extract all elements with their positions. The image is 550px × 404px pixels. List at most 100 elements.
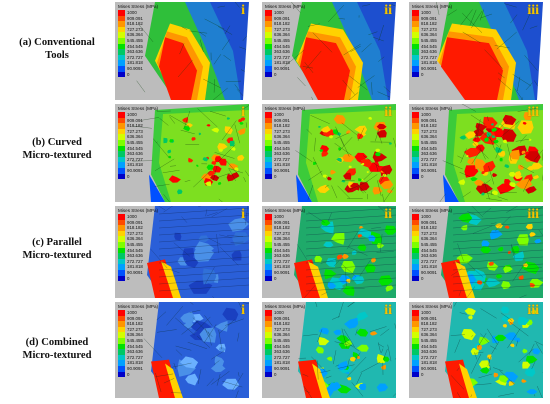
legend-value: 818.182: [421, 123, 437, 129]
legend-entry: 454.545: [118, 145, 168, 152]
legend-value: 272.727: [127, 354, 143, 360]
legend-value: 0: [421, 275, 424, 281]
legend-entry: 90.9091: [412, 269, 462, 276]
legend-swatch: [265, 264, 272, 270]
stress-panel-a-i: Mises Stress (MPa) 1000 909.091 818.182 727.…: [115, 2, 249, 100]
legend-swatch: [412, 337, 419, 344]
legend-entry: 545.455: [118, 241, 168, 248]
legend-entry: 909.091: [118, 315, 168, 322]
legend-swatch: [118, 123, 125, 129]
legend-entry: 1000: [118, 214, 168, 220]
stress-panel-b-ii: Mises Stress (MPa) 1000 909.091 818.182 727.…: [262, 104, 396, 202]
legend-value: 1000: [274, 214, 284, 219]
legend-entry: 1000: [265, 214, 315, 220]
legend-entry: 636.364: [412, 236, 462, 242]
legend-swatch: [412, 156, 419, 163]
legend-value: 727.273: [421, 128, 437, 134]
legend-entry: 454.545: [118, 247, 168, 254]
legend-swatch: [118, 49, 125, 55]
legend-entry: 1000: [118, 10, 168, 16]
legend-entry: 636.364: [265, 236, 315, 242]
legend-value: 909.091: [127, 15, 143, 21]
legend-value: 454.545: [421, 343, 437, 349]
legend-entry: 818.182: [265, 225, 315, 231]
legend-swatch: [118, 258, 125, 265]
legend-swatch: [118, 219, 125, 226]
legend-value: 181.818: [421, 264, 437, 270]
legend-swatch: [118, 112, 125, 118]
legend-swatch: [412, 15, 419, 22]
legend-entry: 545.455: [265, 139, 315, 146]
legend-entry: 272.727: [412, 258, 462, 265]
legend-value: 181.818: [274, 60, 290, 66]
legend-entry: 181.818: [412, 162, 462, 168]
legend-value: 181.818: [421, 60, 437, 66]
legend-entry: 909.091: [412, 315, 462, 322]
legend-swatch: [118, 269, 125, 276]
legend-entry: 909.091: [265, 117, 315, 124]
legend-entry: 181.818: [118, 360, 168, 366]
legend-swatch: [118, 60, 125, 66]
legend-entry: 363.636: [265, 349, 315, 355]
legend-swatch: [265, 365, 272, 372]
legend-entry: 818.182: [265, 321, 315, 327]
stress-legend: Mises Stress (MPa) 1000 909.091 818.182 727.…: [412, 208, 462, 282]
legend-value: 636.364: [274, 236, 290, 242]
legend-value: 363.636: [421, 349, 437, 355]
legend-value: 818.182: [274, 225, 290, 231]
legend-entry: 0: [118, 71, 168, 78]
legend-entry: 181.818: [412, 360, 462, 366]
legend-value: 0: [274, 71, 277, 77]
legend-entry: 454.545: [412, 145, 462, 152]
legend-swatch: [412, 315, 419, 322]
legend-entry: 0: [412, 371, 462, 378]
legend-swatch: [412, 332, 419, 338]
legend-entry: 909.091: [412, 117, 462, 124]
legend-entry: 727.273: [265, 230, 315, 237]
legend-value: 636.364: [127, 134, 143, 140]
legend-value: 181.818: [274, 264, 290, 270]
legend-entry: 636.364: [118, 32, 168, 38]
legend-entry: 181.818: [265, 162, 315, 168]
legend-value: 545.455: [127, 241, 143, 247]
legend-swatch: [118, 10, 125, 16]
stress-panel-c-iii: Mises Stress (MPa) 1000 909.091 818.182 727.…: [409, 206, 543, 298]
legend-entry: 818.182: [265, 21, 315, 27]
legend-swatch: [265, 43, 272, 50]
legend-swatch: [412, 49, 419, 55]
legend-entry: 363.636: [118, 253, 168, 259]
legend-entry: 545.455: [412, 337, 462, 344]
legend-value: 0: [127, 275, 130, 281]
column-marker: iii: [527, 105, 539, 120]
legend-entry: 545.455: [412, 37, 462, 44]
legend-swatch: [412, 241, 419, 248]
legend-value: 454.545: [421, 247, 437, 253]
legend-swatch: [412, 326, 419, 333]
legend-swatch: [118, 128, 125, 135]
legend-value: 90.9091: [127, 167, 143, 173]
legend-entry: 272.727: [412, 354, 462, 361]
legend-value: 272.727: [421, 258, 437, 264]
legend-entry: 363.636: [265, 253, 315, 259]
legend-value: 1000: [127, 214, 137, 219]
legend-swatch: [265, 225, 272, 231]
legend-value: 272.727: [274, 354, 290, 360]
stress-legend: Mises Stress (MPa) 1000 909.091 818.182 727.…: [265, 106, 315, 180]
stress-legend: Mises Stress (MPa) 1000 909.091 818.182 727.…: [265, 4, 315, 78]
legend-value: 272.727: [274, 54, 290, 60]
legend-swatch: [265, 145, 272, 152]
legend-value: 181.818: [274, 162, 290, 168]
legend-value: 636.364: [421, 332, 437, 338]
legend-swatch: [412, 310, 419, 316]
legend-entry: 90.9091: [265, 269, 315, 276]
legend-value: 636.364: [274, 332, 290, 338]
legend-entry: 818.182: [118, 225, 168, 231]
legend-entry: 272.727: [265, 258, 315, 265]
legend-entry: 1000: [265, 10, 315, 16]
legend-value: 363.636: [274, 49, 290, 55]
legend-entry: 181.818: [118, 264, 168, 270]
legend-value: 727.273: [274, 128, 290, 134]
legend-value: 909.091: [127, 315, 143, 321]
legend-value: 181.818: [127, 264, 143, 270]
legend-swatch: [265, 156, 272, 163]
